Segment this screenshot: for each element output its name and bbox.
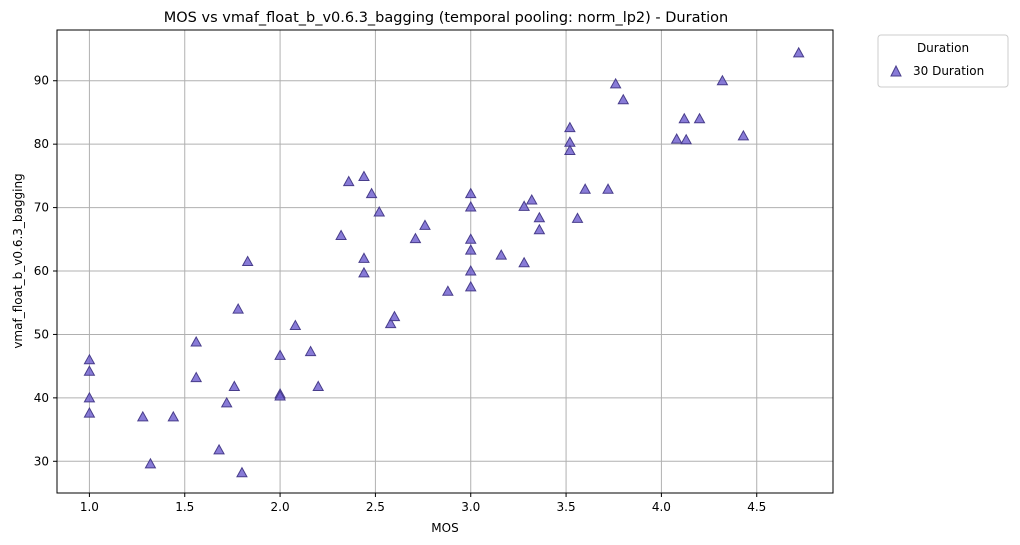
data-point: [83, 365, 96, 376]
x-tick-label: 1.0: [80, 500, 99, 514]
data-point: [228, 380, 241, 391]
data-point: [220, 396, 233, 408]
data-point: [564, 144, 576, 156]
plot-area-frame: [56, 29, 834, 494]
data-point: [533, 223, 546, 235]
data-point: [190, 336, 203, 347]
data-point: [236, 466, 248, 478]
data-point: [388, 310, 401, 322]
data-point: [167, 410, 180, 422]
x-tick-label: 2.0: [271, 500, 290, 514]
data-point: [617, 93, 630, 105]
data-point: [335, 229, 347, 240]
data-point: [83, 353, 96, 365]
y-tick-label: 40: [34, 391, 49, 405]
y-tick-label: 60: [34, 264, 49, 278]
data-point: [232, 303, 244, 314]
data-point: [680, 133, 693, 145]
data-point: [409, 232, 422, 244]
data-point: [518, 256, 530, 268]
legend-box: [877, 34, 1009, 88]
data-point: [241, 255, 254, 266]
data-point: [83, 391, 96, 403]
data-point: [442, 285, 454, 296]
data-point: [464, 233, 477, 244]
data-point: [358, 170, 370, 182]
x-tick-label: 2.5: [366, 500, 385, 514]
y-axis-ticks: 30 40 50 60 70 80 90: [34, 74, 57, 468]
data-point: [579, 183, 591, 194]
data-point: [716, 74, 729, 86]
legend-title: Duration: [917, 41, 969, 55]
data-point: [670, 133, 683, 144]
x-tick-label: 4.0: [652, 500, 671, 514]
x-axis-ticks: 1.0 1.5 2.0 2.5 3.0 3.5 4.0 4.5: [80, 493, 766, 514]
x-tick-label: 3.5: [557, 500, 576, 514]
data-points: [83, 46, 805, 478]
data-point: [289, 319, 302, 331]
data-point: [609, 77, 622, 89]
x-tick-label: 3.0: [461, 500, 480, 514]
data-point: [518, 200, 530, 211]
data-point: [342, 175, 355, 187]
data-point: [358, 252, 370, 263]
data-point: [274, 389, 286, 401]
data-point: [213, 443, 225, 455]
data-point: [495, 249, 508, 260]
x-tick-label: 1.5: [175, 500, 194, 514]
legend: Duration 30 Duration: [877, 34, 1009, 88]
grid-lines: [57, 30, 833, 493]
y-tick-label: 70: [34, 201, 49, 215]
data-point: [304, 345, 317, 357]
data-point: [602, 183, 614, 194]
y-tick-label: 50: [34, 327, 49, 341]
y-tick-label: 80: [34, 137, 49, 151]
data-point: [464, 264, 477, 276]
chart-title: MOS vs vmaf_float_b_v0.6.3_bagging (temp…: [164, 10, 729, 26]
data-point: [144, 457, 157, 469]
y-tick-label: 90: [34, 74, 49, 88]
x-tick-label: 4.5: [747, 500, 766, 514]
data-point: [464, 280, 477, 292]
data-point: [274, 349, 286, 360]
legend-entry-label: 30 Duration: [913, 64, 984, 78]
legend-marker-triangle: [890, 64, 902, 77]
data-point: [737, 129, 750, 141]
data-point: [136, 410, 149, 422]
data-point: [564, 121, 576, 133]
data-point: [365, 187, 378, 199]
x-axis-label: MOS: [431, 521, 458, 535]
data-point: [792, 46, 805, 58]
data-point: [419, 219, 431, 230]
data-point: [533, 211, 546, 223]
y-tick-label: 30: [34, 454, 49, 468]
data-point: [190, 371, 203, 383]
data-point: [464, 187, 477, 199]
data-point: [693, 112, 706, 124]
data-point: [571, 212, 584, 223]
data-point: [464, 244, 477, 255]
data-point: [83, 407, 96, 418]
data-point: [384, 317, 397, 329]
data-point: [525, 193, 538, 205]
data-point: [373, 205, 386, 217]
data-point: [312, 380, 325, 391]
data-point: [358, 266, 370, 278]
y-axis-label: vmaf_float_b_v0.6.3_bagging: [11, 173, 25, 348]
data-point: [678, 112, 691, 124]
data-point: [464, 200, 477, 212]
